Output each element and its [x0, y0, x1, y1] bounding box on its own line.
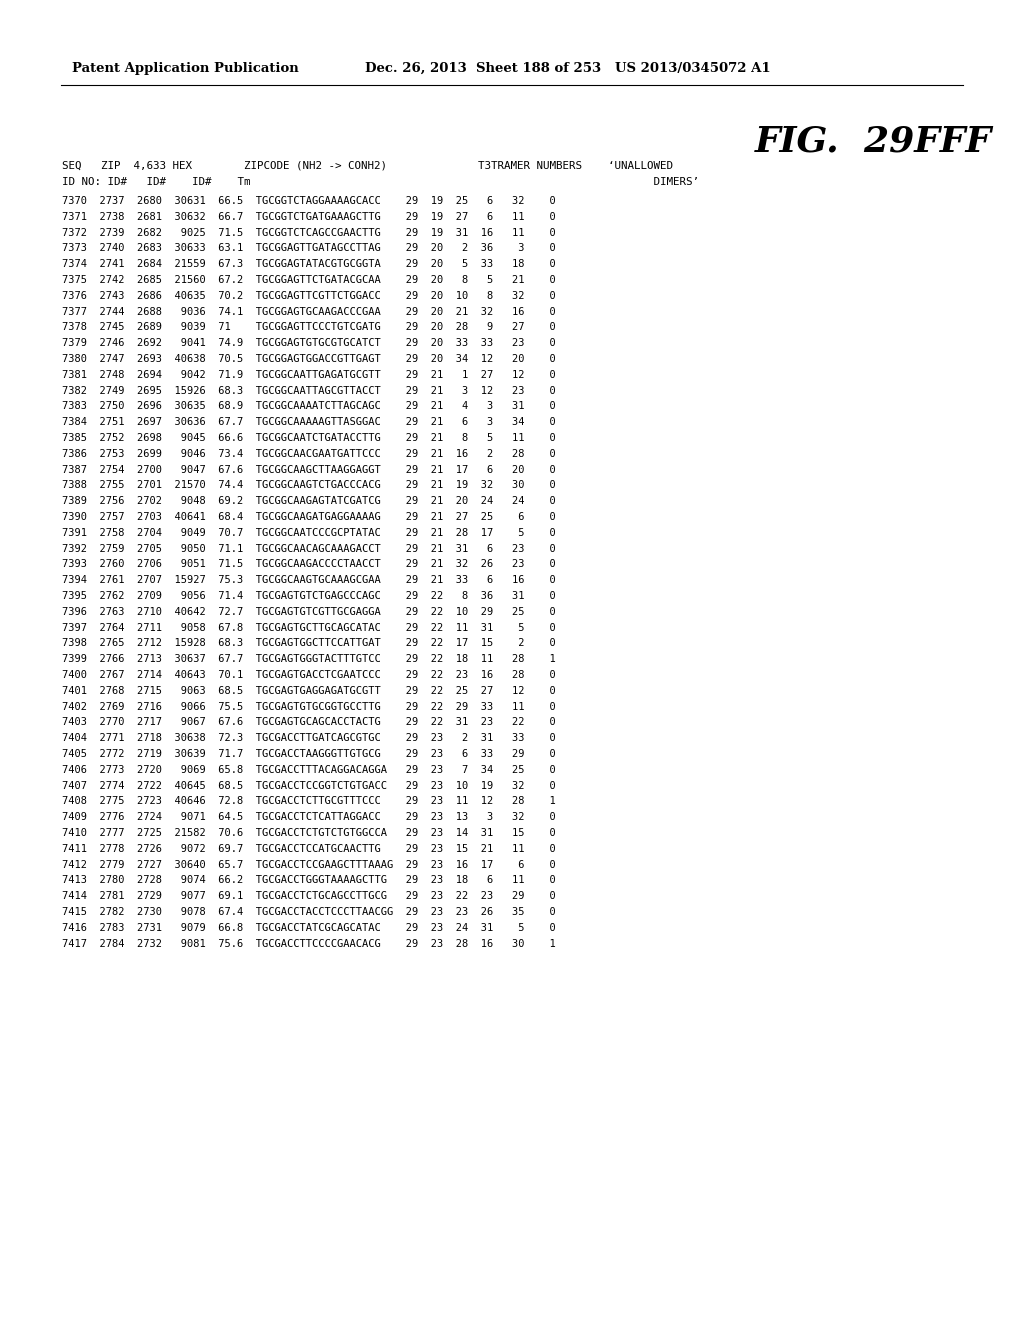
Text: 7380  2747  2693  40638  70.5  TGCGGAGTGGACCGTTGAGT    29  20  34  12   20    0: 7380 2747 2693 40638 70.5 TGCGGAGTGGACCG…	[62, 354, 556, 364]
Text: 7371  2738  2681  30632  66.7  TGCGGTCTGATGAAAGCTTG    29  19  27   6   11    0: 7371 2738 2681 30632 66.7 TGCGGTCTGATGAA…	[62, 211, 556, 222]
Text: 7386  2753  2699   9046  73.4  TGCGGCAACGAATGATTCCC    29  21  16   2   28    0: 7386 2753 2699 9046 73.4 TGCGGCAACGAATGA…	[62, 449, 556, 459]
Text: 7377  2744  2688   9036  74.1  TGCGGAGTGCAAGACCCGAA    29  20  21  32   16    0: 7377 2744 2688 9036 74.1 TGCGGAGTGCAAGAC…	[62, 306, 556, 317]
Text: 7409  2776  2724   9071  64.5  TGCGACCTCTCATTAGGACC    29  23  13   3   32    0: 7409 2776 2724 9071 64.5 TGCGACCTCTCATTA…	[62, 812, 556, 822]
Text: 7389  2756  2702   9048  69.2  TGCGGCAAGAGTATCGATCG    29  21  20  24   24    0: 7389 2756 2702 9048 69.2 TGCGGCAAGAGTATC…	[62, 496, 556, 506]
Text: 7403  2770  2717   9067  67.6  TGCGAGTGCAGCACCTACTG    29  22  31  23   22    0: 7403 2770 2717 9067 67.6 TGCGAGTGCAGCACC…	[62, 717, 556, 727]
Text: 7412  2779  2727  30640  65.7  TGCGACCTCCGAAGCTTTAAAG  29  23  16  17    6    0: 7412 2779 2727 30640 65.7 TGCGACCTCCGAAG…	[62, 859, 556, 870]
Text: 7400  2767  2714  40643  70.1  TGCGAGTGACCTCGAATCCC    29  22  23  16   28    0: 7400 2767 2714 40643 70.1 TGCGAGTGACCTCG…	[62, 671, 556, 680]
Text: 7406  2773  2720   9069  65.8  TGCGACCTTTACAGGACAGGA   29  23   7  34   25    0: 7406 2773 2720 9069 65.8 TGCGACCTTTACAGG…	[62, 764, 556, 775]
Text: 7407  2774  2722  40645  68.5  TGCGACCTCCGGTCTGTGACC   29  23  10  19   32    0: 7407 2774 2722 40645 68.5 TGCGACCTCCGGTC…	[62, 780, 556, 791]
Text: 7401  2768  2715   9063  68.5  TGCGAGTGAGGAGATGCGTT    29  22  25  27   12    0: 7401 2768 2715 9063 68.5 TGCGAGTGAGGAGAT…	[62, 686, 556, 696]
Text: 7374  2741  2684  21559  67.3  TGCGGAGTATACGTGCGGTA    29  20   5  33   18    0: 7374 2741 2684 21559 67.3 TGCGGAGTATACGT…	[62, 259, 556, 269]
Text: Dec. 26, 2013  Sheet 188 of 253   US 2013/0345072 A1: Dec. 26, 2013 Sheet 188 of 253 US 2013/0…	[365, 62, 771, 75]
Text: 7373  2740  2683  30633  63.1  TGCGGAGTTGATAGCCTTAG    29  20   2  36    3    0: 7373 2740 2683 30633 63.1 TGCGGAGTTGATAG…	[62, 243, 556, 253]
Text: 7385  2752  2698   9045  66.6  TGCGGCAATCTGATACCTTG    29  21   8   5   11    0: 7385 2752 2698 9045 66.6 TGCGGCAATCTGATA…	[62, 433, 556, 444]
Text: 7384  2751  2697  30636  67.7  TGCGGCAAAAAGTTASGGAC    29  21   6   3   34    0: 7384 2751 2697 30636 67.7 TGCGGCAAAAAGTT…	[62, 417, 556, 428]
Text: 7415  2782  2730   9078  67.4  TGCGACCTACCTCCCTTAACGG  29  23  23  26   35    0: 7415 2782 2730 9078 67.4 TGCGACCTACCTCCC…	[62, 907, 556, 917]
Text: 7397  2764  2711   9058  67.8  TGCGAGTGCTTGCAGCATAC    29  22  11  31    5    0: 7397 2764 2711 9058 67.8 TGCGAGTGCTTGCAG…	[62, 623, 556, 632]
Text: 7393  2760  2706   9051  71.5  TGCGGCAAGACCCCTAACCT    29  21  32  26   23    0: 7393 2760 2706 9051 71.5 TGCGGCAAGACCCCT…	[62, 560, 556, 569]
Text: 7372  2739  2682   9025  71.5  TGCGGTCTCAGCCGAACTTG    29  19  31  16   11    0: 7372 2739 2682 9025 71.5 TGCGGTCTCAGCCGA…	[62, 227, 556, 238]
Text: 7408  2775  2723  40646  72.8  TGCGACCTCTTGCGTTTCCC    29  23  11  12   28    1: 7408 2775 2723 40646 72.8 TGCGACCTCTTGCG…	[62, 796, 556, 807]
Text: 7394  2761  2707  15927  75.3  TGCGGCAAGTGCAAAGCGAA    29  21  33   6   16    0: 7394 2761 2707 15927 75.3 TGCGGCAAGTGCAA…	[62, 576, 556, 585]
Text: 7381  2748  2694   9042  71.9  TGCGGCAATTGAGATGCGTT    29  21   1  27   12    0: 7381 2748 2694 9042 71.9 TGCGGCAATTGAGAT…	[62, 370, 556, 380]
Text: 7387  2754  2700   9047  67.6  TGCGGCAAGCTTAAGGAGGT    29  21  17   6   20    0: 7387 2754 2700 9047 67.6 TGCGGCAAGCTTAAG…	[62, 465, 556, 475]
Text: 7402  2769  2716   9066  75.5  TGCGAGTGTGCGGTGCCTTG    29  22  29  33   11    0: 7402 2769 2716 9066 75.5 TGCGAGTGTGCGGTG…	[62, 702, 556, 711]
Text: 7396  2763  2710  40642  72.7  TGCGAGTGTCGTTGCGAGGA    29  22  10  29   25    0: 7396 2763 2710 40642 72.7 TGCGAGTGTCGTTG…	[62, 607, 556, 616]
Text: Patent Application Publication: Patent Application Publication	[72, 62, 299, 75]
Text: 7410  2777  2725  21582  70.6  TGCGACCTCTGTCTGTGGCCA   29  23  14  31   15    0: 7410 2777 2725 21582 70.6 TGCGACCTCTGTCT…	[62, 828, 556, 838]
Text: 7417  2784  2732   9081  75.6  TGCGACCTTCCCCGAACACG    29  23  28  16   30    1: 7417 2784 2732 9081 75.6 TGCGACCTTCCCCGA…	[62, 939, 556, 949]
Text: 7416  2783  2731   9079  66.8  TGCGACCTATCGCAGCATAC    29  23  24  31    5    0: 7416 2783 2731 9079 66.8 TGCGACCTATCGCAG…	[62, 923, 556, 933]
Text: ID NO: ID#   ID#    ID#    Tm                                                   : ID NO: ID# ID# ID# Tm	[62, 177, 699, 187]
Text: 7399  2766  2713  30637  67.7  TGCGAGTGGGTACTTTGTCC    29  22  18  11   28    1: 7399 2766 2713 30637 67.7 TGCGAGTGGGTACT…	[62, 655, 556, 664]
Text: FIG.  29FFF: FIG. 29FFF	[755, 125, 992, 158]
Text: 7414  2781  2729   9077  69.1  TGCGACCTCTGCAGCCTTGCG   29  23  22  23   29    0: 7414 2781 2729 9077 69.1 TGCGACCTCTGCAGC…	[62, 891, 556, 902]
Text: 7411  2778  2726   9072  69.7  TGCGACCTCCATGCAACTTG    29  23  15  21   11    0: 7411 2778 2726 9072 69.7 TGCGACCTCCATGCA…	[62, 843, 556, 854]
Text: 7404  2771  2718  30638  72.3  TGCGACCTTGATCAGCGTGC    29  23   2  31   33    0: 7404 2771 2718 30638 72.3 TGCGACCTTGATCA…	[62, 733, 556, 743]
Text: 7391  2758  2704   9049  70.7  TGCGGCAATCCCGCPTATAC    29  21  28  17    5    0: 7391 2758 2704 9049 70.7 TGCGGCAATCCCGCP…	[62, 528, 556, 537]
Text: 7398  2765  2712  15928  68.3  TGCGAGTGGCTTCCATTGAT    29  22  17  15    2    0: 7398 2765 2712 15928 68.3 TGCGAGTGGCTTCC…	[62, 639, 556, 648]
Text: 7375  2742  2685  21560  67.2  TGCGGAGTTCTGATACGCAA    29  20   8   5   21    0: 7375 2742 2685 21560 67.2 TGCGGAGTTCTGAT…	[62, 275, 556, 285]
Text: SEQ   ZIP  4,633 HEX        ZIPCODE (NH2 -> CONH2)              T3TRAMER NUMBERS: SEQ ZIP 4,633 HEX ZIPCODE (NH2 -> CONH2)…	[62, 160, 673, 170]
Text: 7370  2737  2680  30631  66.5  TGCGGTCTAGGAAAAGCACC    29  19  25   6   32    0: 7370 2737 2680 30631 66.5 TGCGGTCTAGGAAA…	[62, 195, 556, 206]
Text: 7388  2755  2701  21570  74.4  TGCGGCAAGTCTGACCCACG    29  21  19  32   30    0: 7388 2755 2701 21570 74.4 TGCGGCAAGTCTGA…	[62, 480, 556, 491]
Text: 7390  2757  2703  40641  68.4  TGCGGCAAGATGAGGAAAAG    29  21  27  25    6    0: 7390 2757 2703 40641 68.4 TGCGGCAAGATGAG…	[62, 512, 556, 521]
Text: 7395  2762  2709   9056  71.4  TGCGAGTGTCTGAGCCCAGC    29  22   8  36   31    0: 7395 2762 2709 9056 71.4 TGCGAGTGTCTGAGC…	[62, 591, 556, 601]
Text: 7392  2759  2705   9050  71.1  TGCGGCAACAGCAAAGACCT    29  21  31   6   23    0: 7392 2759 2705 9050 71.1 TGCGGCAACAGCAAA…	[62, 544, 556, 553]
Text: 7382  2749  2695  15926  68.3  TGCGGCAATTAGCGTTACCT    29  21   3  12   23    0: 7382 2749 2695 15926 68.3 TGCGGCAATTAGCG…	[62, 385, 556, 396]
Text: 7379  2746  2692   9041  74.9  TGCGGAGTGTGCGTGCATCT    29  20  33  33   23    0: 7379 2746 2692 9041 74.9 TGCGGAGTGTGCGTG…	[62, 338, 556, 348]
Text: 7405  2772  2719  30639  71.7  TGCGACCTAAGGGTTGTGCG    29  23   6  33   29    0: 7405 2772 2719 30639 71.7 TGCGACCTAAGGGT…	[62, 748, 556, 759]
Text: 7383  2750  2696  30635  68.9  TGCGGCAAAATCTTAGCAGC    29  21   4   3   31    0: 7383 2750 2696 30635 68.9 TGCGGCAAAATCTT…	[62, 401, 556, 412]
Text: 7376  2743  2686  40635  70.2  TGCGGAGTTCGTTCTGGACC    29  20  10   8   32    0: 7376 2743 2686 40635 70.2 TGCGGAGTTCGTTC…	[62, 290, 556, 301]
Text: 7413  2780  2728   9074  66.2  TGCGACCTGGGTAAAAGCTTG   29  23  18   6   11    0: 7413 2780 2728 9074 66.2 TGCGACCTGGGTAAA…	[62, 875, 556, 886]
Text: 7378  2745  2689   9039  71    TGCGGAGTTCCCTGTCGATG    29  20  28   9   27    0: 7378 2745 2689 9039 71 TGCGGAGTTCCCTGTCG…	[62, 322, 556, 333]
